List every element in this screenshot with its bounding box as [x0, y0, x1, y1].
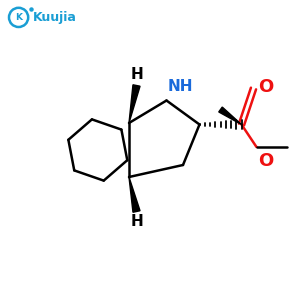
Text: O: O [258, 78, 273, 96]
Polygon shape [129, 85, 140, 123]
Text: Kuujia: Kuujia [33, 11, 77, 24]
Text: H: H [130, 67, 143, 82]
Polygon shape [129, 177, 140, 212]
Polygon shape [219, 107, 242, 124]
Text: O: O [258, 152, 273, 170]
Text: NH: NH [168, 80, 194, 94]
Text: K: K [15, 13, 22, 22]
Text: H: H [130, 214, 143, 230]
